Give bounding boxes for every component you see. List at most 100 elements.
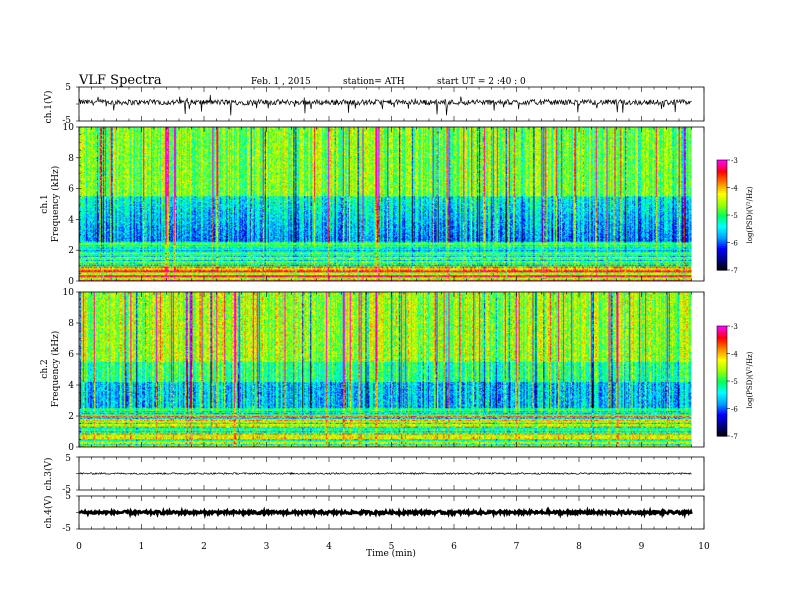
colorbar-segment <box>717 419 727 422</box>
colorbar-segment <box>717 403 727 406</box>
colorbar-segment <box>717 226 727 229</box>
colorbar-segment <box>717 222 727 225</box>
colorbar-segment <box>717 346 727 349</box>
colorbar-segment <box>717 235 727 238</box>
colorbar-segment <box>717 406 727 410</box>
x-axis-label: Time (min) <box>366 548 416 559</box>
colorbar-segment <box>717 216 727 220</box>
colorbar-segment <box>717 224 727 227</box>
y-tick-label: 4 <box>68 381 74 391</box>
x-tick-label: 6 <box>451 542 457 552</box>
ch2-spectrogram-panel: ch.2 Frequency (kHz) 0 2 4 6 8 10 <box>40 288 705 453</box>
colorbar-segment <box>717 240 727 244</box>
colorbar-segment <box>717 209 727 212</box>
colorbar-segment <box>717 355 727 358</box>
colorbar-segment <box>717 371 727 375</box>
colorbar-segment <box>717 375 727 378</box>
colorbar-segment <box>717 233 727 236</box>
colorbar-segment <box>717 359 727 362</box>
colorbar-segment <box>717 194 727 198</box>
colorbar-segment <box>717 393 727 397</box>
colorbar-segment <box>717 353 727 356</box>
panel-frame <box>78 291 705 448</box>
colorbar-segment <box>717 187 727 190</box>
colorbar-tick-label: -7 <box>731 267 738 275</box>
colorbar-tick-label: -5 <box>731 378 738 386</box>
ch2-spec-ylabel-top: ch.2 <box>40 359 50 378</box>
ch1-ytick-bottom: -5 <box>62 116 71 126</box>
colorbar-segment <box>717 237 727 240</box>
ch1-colorbar: log(PSD)(V²/Hz) -3 -4 -5 -6 -7 <box>716 157 754 275</box>
colorbar-segment <box>717 426 727 430</box>
colorbar-segment <box>717 421 727 424</box>
y-tick-label: 0 <box>68 443 74 453</box>
y-tick-label: 10 <box>63 123 75 133</box>
colorbar-segment <box>717 266 727 269</box>
waveform-trace <box>78 506 693 520</box>
ch1-ytick-top: 5 <box>65 83 71 93</box>
colorbar-segment <box>717 196 727 200</box>
colorbar-segment <box>717 215 727 218</box>
ch1-spec-ylabel-top: ch.1 <box>40 194 50 213</box>
ch2-spectrogram-image <box>79 292 692 447</box>
x-tick-label: 5 <box>389 542 395 552</box>
ch3-waveform-panel: ch.3(V) 5 -5 <box>43 454 705 495</box>
colorbar-segment <box>717 381 727 384</box>
colorbar-segment <box>717 370 727 373</box>
y-tick-label: 6 <box>68 350 74 360</box>
colorbar-segment <box>717 414 727 417</box>
colorbar-segment <box>717 326 727 329</box>
ch3-ytick-bottom: -5 <box>62 485 71 495</box>
colorbar-tick-label: -6 <box>731 240 738 248</box>
ch1-colorbar-label: log(PSD)(V²/Hz) <box>746 186 754 243</box>
colorbar-segment <box>717 395 727 399</box>
colorbar-segment <box>717 340 727 344</box>
colorbar-segment <box>717 218 727 222</box>
colorbar-tick-label: -3 <box>731 157 738 165</box>
y-tick-label: 6 <box>68 185 74 195</box>
colorbar-segment <box>717 211 727 214</box>
colorbar-segment <box>717 200 727 203</box>
ch1-ylabel: ch.1(V) <box>43 91 54 124</box>
colorbar-segment <box>717 260 727 264</box>
colorbar-segment <box>717 248 727 251</box>
colorbar-segment <box>717 425 727 428</box>
colorbar-segment <box>717 246 727 249</box>
colorbar-segment <box>717 364 727 367</box>
colorbar-segment <box>717 408 727 411</box>
colorbar-segment <box>717 176 727 179</box>
colorbar-segment <box>717 167 727 170</box>
colorbar-segment <box>717 259 727 262</box>
colorbar-segment <box>717 399 727 402</box>
colorbar-segment <box>717 390 727 393</box>
colorbar-segment <box>717 337 727 340</box>
ch1-waveform-panel: ch.1(V) 5 -5 <box>43 83 705 126</box>
colorbar-segment <box>717 185 727 189</box>
waveform-trace <box>78 94 692 116</box>
colorbar-segment <box>717 386 727 389</box>
x-tick-label: 3 <box>264 542 270 552</box>
colorbar-tick-label: -6 <box>731 406 738 414</box>
colorbar-segment <box>717 327 727 331</box>
colorbar-segment <box>717 401 727 404</box>
colorbar-segment <box>717 392 727 395</box>
colorbar-segment <box>717 417 727 421</box>
ch3-ytick-top: 5 <box>65 454 71 464</box>
waveform-trace <box>78 471 692 476</box>
colorbar-segment <box>717 368 727 371</box>
start-time-label: start UT = 2 :40 : 0 <box>437 77 526 87</box>
colorbar-segment <box>717 357 727 360</box>
colorbar-segment <box>717 430 727 433</box>
colorbar-segment <box>717 198 727 201</box>
colorbar-segment <box>717 338 727 342</box>
colorbar-segment <box>717 415 727 419</box>
colorbar-segment <box>717 351 727 355</box>
colorbar-segment <box>717 329 727 333</box>
colorbar-segment <box>717 255 727 258</box>
x-axis-ticks: 0 1 2 3 4 5 6 7 8 9 10 <box>76 542 710 552</box>
ch3-ylabel: ch.3(V) <box>43 458 54 491</box>
colorbar-segment <box>717 251 727 255</box>
colorbar-segment <box>717 169 727 172</box>
panel-frame <box>78 86 705 122</box>
